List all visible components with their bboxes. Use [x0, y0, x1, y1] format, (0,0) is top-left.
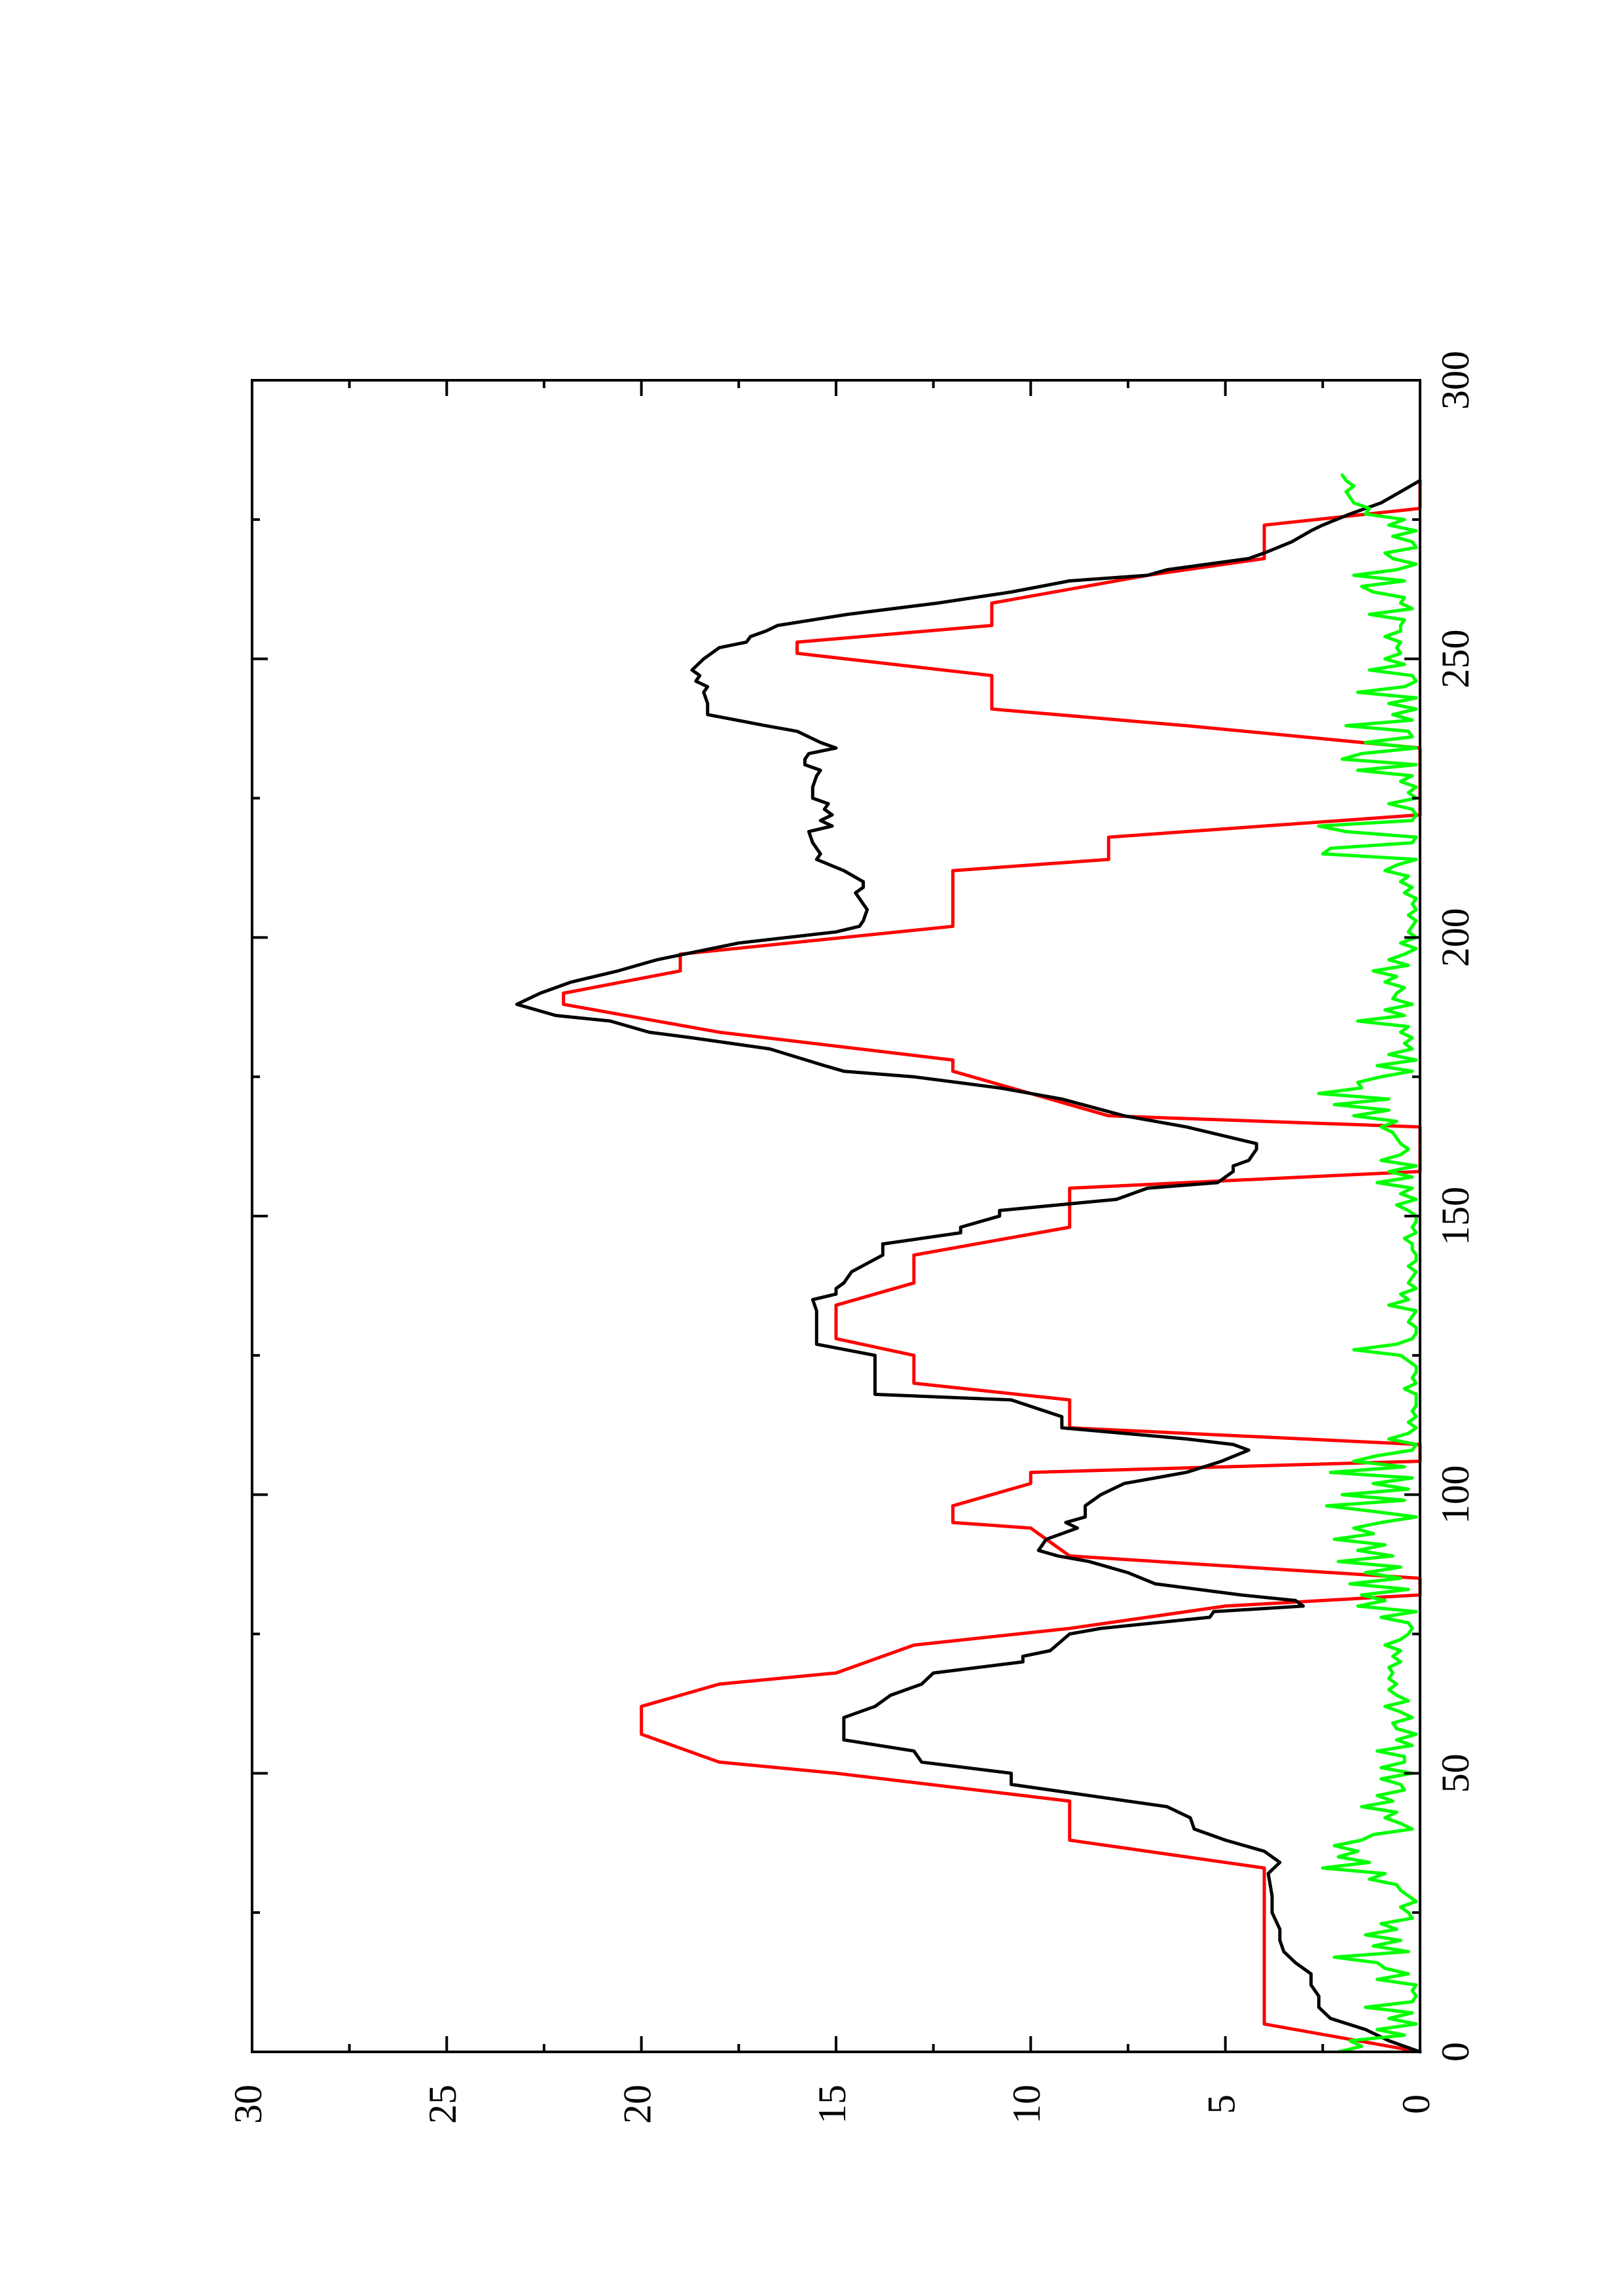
axes: 0 50 100 150 200 250 300 0 5 10 15 20 25 30 — [227, 351, 1477, 2124]
y-tick-label: 10 — [1005, 2085, 1048, 2124]
y-tick-label: 15 — [811, 2085, 854, 2124]
x-tick-label: 0 — [1434, 2042, 1477, 2062]
x-tick-label: 100 — [1434, 1465, 1477, 1524]
y-tick-label: 30 — [227, 2085, 270, 2124]
series-line-2 — [515, 478, 1422, 2054]
x-tick-label: 200 — [1434, 908, 1477, 967]
x-tick-label: 50 — [1434, 1753, 1477, 1793]
y-tick-label: 25 — [421, 2085, 464, 2124]
series-group — [515, 473, 1422, 2054]
plot-frame — [251, 379, 1421, 2053]
series-line-3 — [1317, 473, 1418, 2054]
y-tick-label: 5 — [1199, 2094, 1243, 2114]
x-tick-label: 250 — [1434, 630, 1477, 689]
x-tick-label: 150 — [1434, 1187, 1477, 1246]
series-line-1 — [562, 478, 1422, 2054]
y-tick-label: 20 — [615, 2085, 659, 2124]
y-tick-label: 0 — [1395, 2094, 1438, 2114]
x-tick-label: 300 — [1434, 351, 1477, 410]
